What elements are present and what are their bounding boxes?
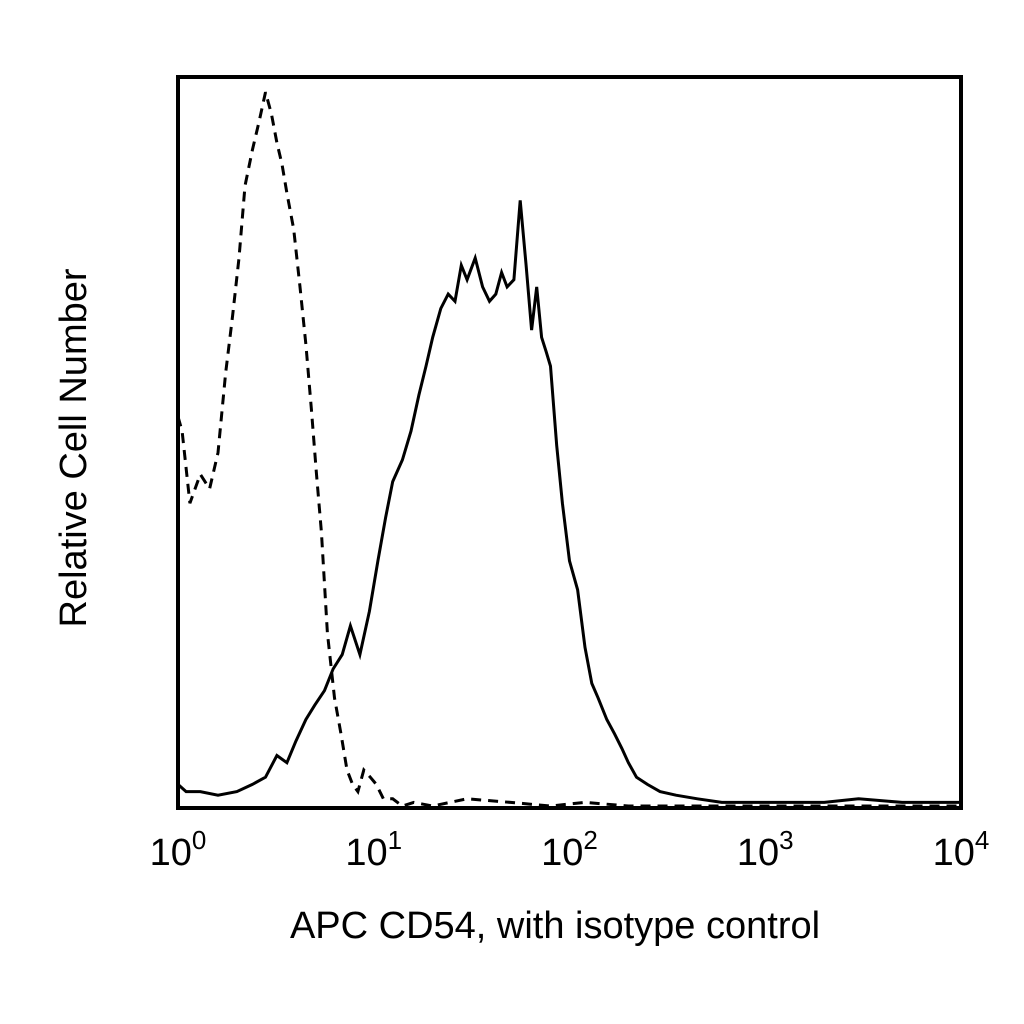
x-tick-exponent: 4 [975, 825, 989, 855]
x-tick-label: 101 [345, 825, 402, 874]
x-tick-exponent: 2 [583, 825, 597, 855]
x-tick-exponent: 0 [192, 825, 206, 855]
x-tick-label: 102 [541, 825, 598, 874]
x-tick-label: 104 [933, 825, 990, 874]
x-tick-base: 10 [737, 832, 779, 874]
x-tick-base: 10 [541, 832, 583, 874]
x-axis-label: APC CD54, with isotype control [290, 905, 820, 947]
x-tick-base: 10 [150, 832, 192, 874]
x-tick-label: 100 [150, 825, 207, 874]
x-tick-base: 10 [933, 832, 975, 874]
x-tick-exponent: 1 [388, 825, 402, 855]
x-tick-exponent: 3 [779, 825, 793, 855]
cd54-series-line [177, 200, 961, 804]
series-layer [176, 91, 961, 808]
isotype-control-series-line [176, 91, 961, 808]
plot-frame [176, 75, 963, 810]
x-tick-layer: 100 101 102 103 104 [150, 825, 990, 874]
y-axis-label: Relative Cell Number [53, 268, 95, 627]
x-tick-base: 10 [345, 832, 387, 874]
x-tick-label: 103 [737, 825, 794, 874]
